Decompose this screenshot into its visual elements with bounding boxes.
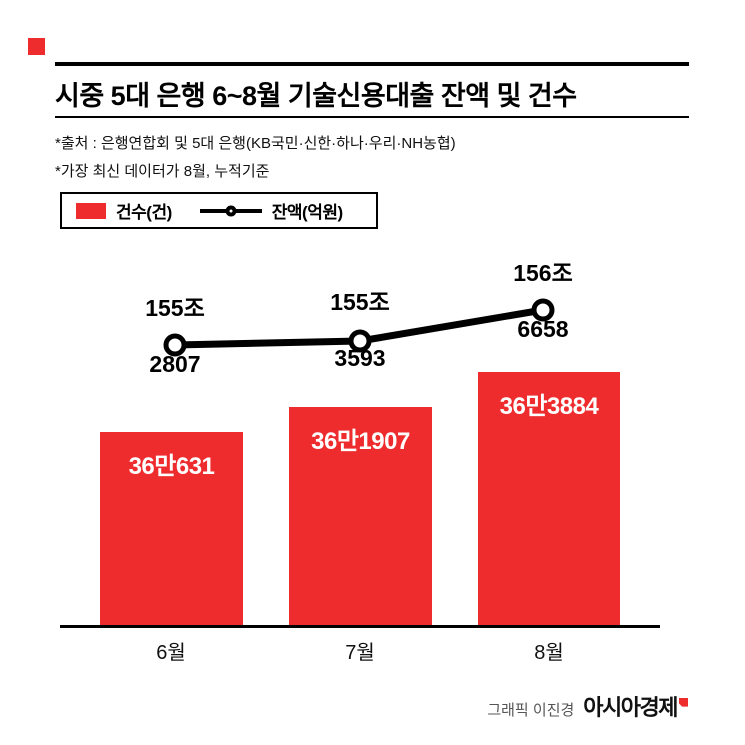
page-title: 시중 5대 은행 6~8월 기술신용대출 잔액 및 건수 xyxy=(55,81,577,111)
x-axis-label-july: 7월 xyxy=(345,642,375,664)
line-value-bottom: 6658 xyxy=(517,316,569,342)
bar-legend-swatch-icon xyxy=(76,202,106,219)
title-bottom-rule xyxy=(55,116,689,118)
line-value-label-july: 155조 3593 xyxy=(330,260,390,400)
brand-logo: 아시아경제 xyxy=(583,690,688,722)
line-value-label-august: 156조 6658 xyxy=(513,231,573,371)
footer-credit: 그래픽 이진경 아시아경제 xyxy=(487,690,688,722)
line-legend-swatch-icon xyxy=(199,205,262,216)
bar-legend-label: 건수(건) xyxy=(116,203,172,222)
line-value-top: 155조 xyxy=(145,295,205,321)
bar-july: 36만1907 xyxy=(289,407,432,625)
line-legend-dot-icon xyxy=(225,205,237,216)
bar-value-label: 36만1907 xyxy=(311,428,410,455)
x-axis-label-june: 6월 xyxy=(156,642,186,664)
bar-june: 36만631 xyxy=(100,432,243,625)
brand-square-icon xyxy=(28,38,45,55)
line-value-top: 156조 xyxy=(513,260,573,286)
bar-value-label: 36만3884 xyxy=(499,393,599,420)
graphic-credit: 그래픽 이진경 xyxy=(487,702,575,719)
line-value-top: 155조 xyxy=(330,289,390,315)
line-legend-label: 잔액(억원) xyxy=(271,203,343,222)
line-value-label-june: 155조 2807 xyxy=(145,266,205,406)
source-note-1: *출처 : 은행연합회 및 5대 은행(KB국민·신한·하나·우리·NH농협) xyxy=(55,135,456,152)
source-note-2: *가장 최신 데이터가 8월, 누적기준 xyxy=(55,163,270,180)
chart-legend: 건수(건) 잔액(억원) xyxy=(60,192,378,229)
bar-value-label: 36만631 xyxy=(128,453,215,480)
line-value-bottom: 3593 xyxy=(334,345,386,371)
bar-august: 36만3884 xyxy=(478,372,620,625)
brand-logo-mark-icon xyxy=(679,697,688,707)
x-axis-label-august: 8월 xyxy=(534,642,564,664)
line-value-bottom: 2807 xyxy=(149,351,201,377)
brand-logo-text: 아시아경제 xyxy=(583,695,678,720)
x-axis-baseline xyxy=(60,625,660,628)
title-top-rule xyxy=(55,62,689,66)
